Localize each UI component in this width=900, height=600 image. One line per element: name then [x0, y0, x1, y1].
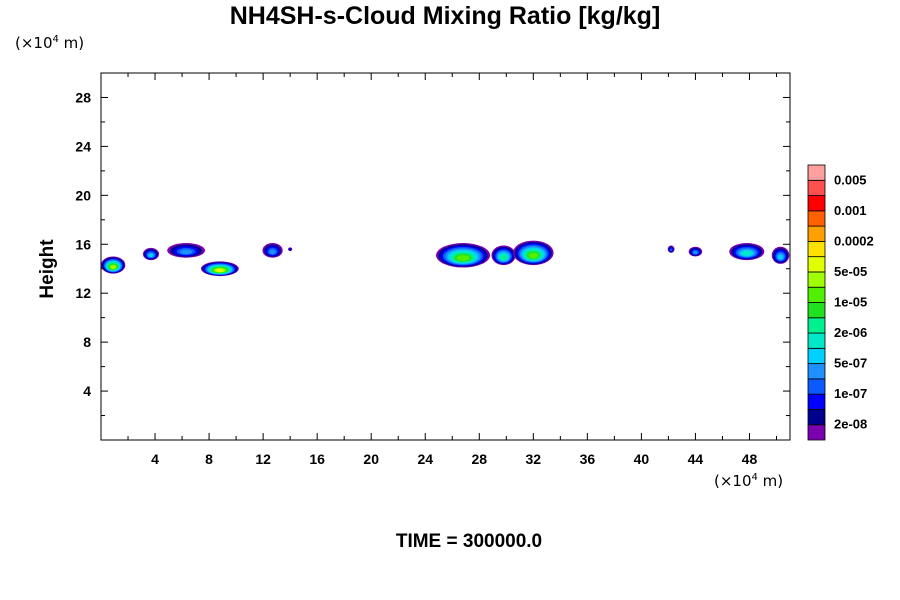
cloud-contour	[215, 268, 225, 273]
y-tick-label: 4	[83, 383, 91, 399]
colorbar-swatch	[807, 240, 826, 258]
colorbar-swatch	[807, 195, 826, 212]
x-tick-label: 48	[742, 451, 758, 467]
colorbar-swatch	[807, 317, 826, 334]
cloud-contour	[528, 252, 539, 259]
colorbar: 2e-08 1e-07 5e-07 2e-06 1e-05 5e-05 0.0002 0.00…	[807, 164, 874, 441]
colorbar-label: 5e-07	[834, 356, 867, 371]
cloud-contour	[180, 249, 193, 255]
x-tick-label: 16	[309, 451, 325, 467]
cloud-blob	[436, 243, 491, 268]
cloud-contour	[269, 249, 276, 255]
x-tick-label: 44	[688, 451, 704, 467]
x-tick-label: 24	[417, 451, 433, 467]
x-tick-label: 40	[634, 451, 650, 467]
colorbar-swatch	[807, 347, 826, 365]
colorbar-swatch	[807, 225, 826, 242]
cloud-blob	[513, 240, 554, 266]
colorbar-label: 1e-05	[834, 295, 867, 310]
cloud-contour	[693, 251, 698, 255]
cloud-blob	[262, 243, 283, 258]
cloud-layer	[101, 240, 790, 277]
x-tick-label: 32	[526, 451, 542, 467]
colorbar-swatch	[807, 271, 826, 288]
y-tick-label: 8	[83, 334, 91, 350]
y-unit-label: (×104 m)	[15, 34, 85, 52]
cloud-contour	[500, 254, 507, 260]
x-tick-label: 36	[580, 451, 596, 467]
colorbar-swatch	[807, 210, 826, 227]
colorbar-swatch	[807, 393, 826, 410]
colorbar-label: 0.005	[834, 172, 867, 187]
colorbar-swatch	[807, 378, 826, 395]
y-tick-label: 20	[75, 187, 91, 203]
y-tick-label: 12	[75, 285, 91, 301]
cloud-contour	[669, 248, 673, 252]
cloud-blob	[491, 245, 516, 266]
x-tick-label: 12	[255, 451, 271, 467]
colorbar-label: 1e-07	[834, 386, 867, 401]
plot-frame	[100, 72, 791, 441]
colorbar-swatch	[807, 424, 826, 441]
x-tick-label: 28	[471, 451, 487, 467]
y-tick-label: 16	[75, 236, 91, 252]
x-tick-label: 4	[151, 451, 159, 467]
colorbar-swatch	[807, 302, 826, 319]
y-tick-label: 28	[75, 89, 91, 105]
colorbar-swatch	[807, 286, 826, 303]
colorbar-label: 5e-05	[834, 264, 867, 279]
cloud-blob	[771, 246, 790, 264]
colorbar-label: 2e-06	[834, 325, 867, 340]
cloud-contour	[742, 251, 752, 256]
cloud-blob	[200, 261, 239, 277]
colorbar-label: 0.0002	[834, 233, 874, 248]
cloud-contour	[289, 248, 292, 251]
cloud-blob	[288, 247, 293, 251]
x-tick-label: 20	[363, 451, 379, 467]
cloud-blob	[688, 246, 703, 257]
cloud-blob	[142, 247, 160, 261]
cloud-blob	[667, 245, 675, 253]
cloud-blob	[729, 243, 765, 261]
cloud-contour	[110, 265, 116, 269]
x-unit-label: (×104 m)	[714, 472, 784, 490]
cloud-contour	[456, 255, 470, 261]
y-tick-label: 24	[75, 138, 91, 154]
cloud-blob	[167, 243, 206, 258]
chart-title: NH4SH-s-Cloud Mixing Ratio [kg/kg]	[229, 2, 661, 30]
colorbar-label: 2e-08	[834, 417, 867, 432]
colorbar-label: 0.001	[834, 203, 867, 218]
x-tick-label: 8	[205, 451, 213, 467]
cloud-contour	[777, 254, 784, 260]
colorbar-swatch	[807, 409, 826, 426]
colorbar-swatch	[807, 332, 826, 349]
time-label: TIME = 300000.0	[395, 531, 543, 552]
cloud-contour	[148, 253, 154, 258]
colorbar-swatch	[807, 179, 826, 196]
colorbar-swatch	[807, 256, 826, 273]
cloud-blob	[101, 256, 126, 274]
colorbar-swatch	[807, 164, 826, 181]
colorbar-swatch	[807, 363, 826, 380]
